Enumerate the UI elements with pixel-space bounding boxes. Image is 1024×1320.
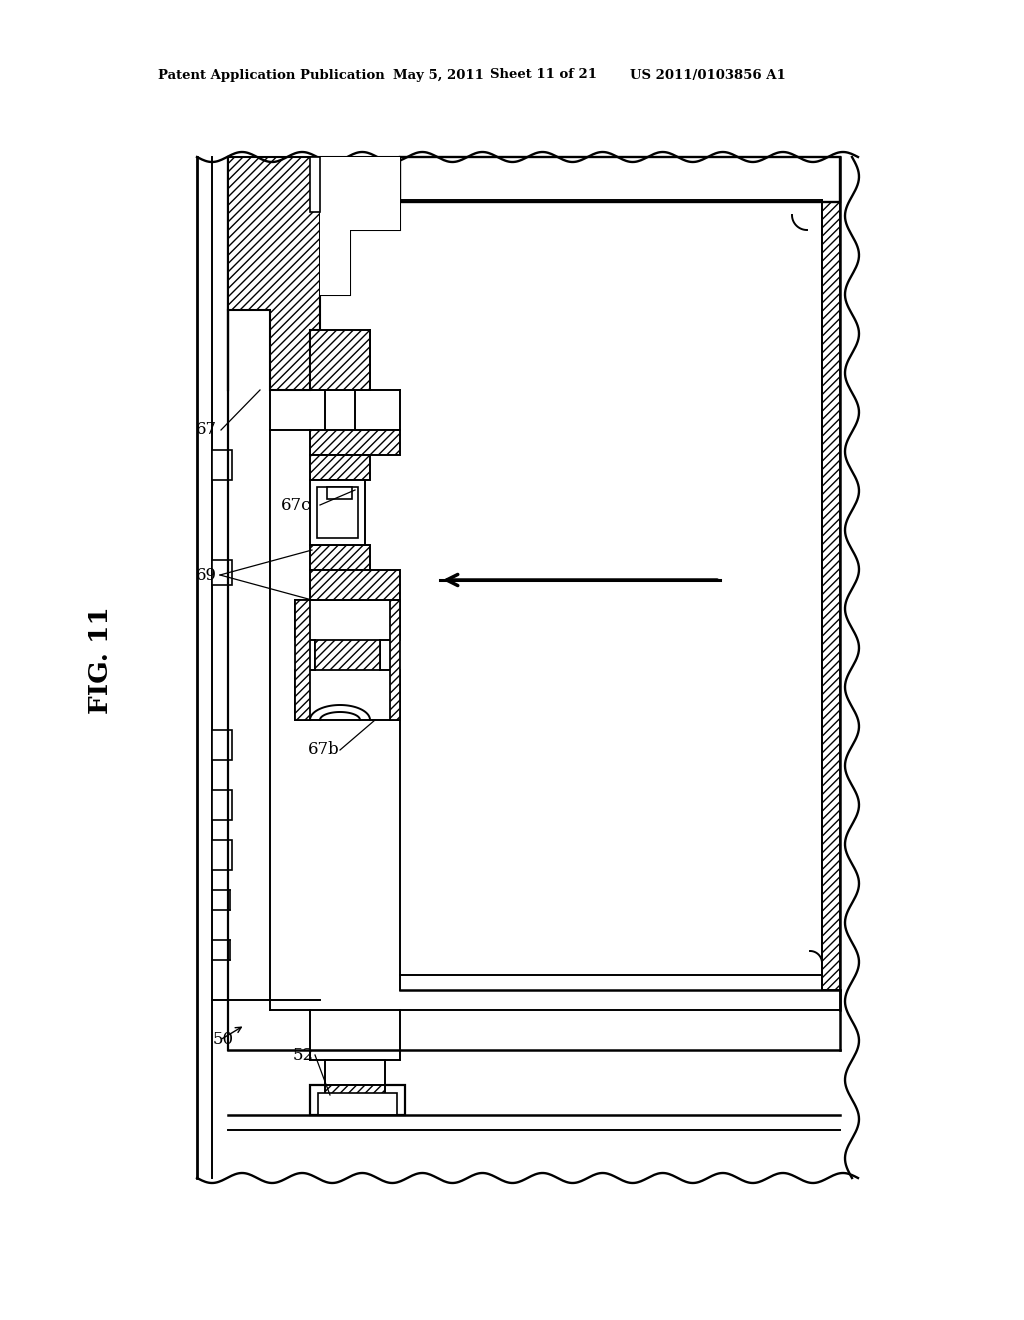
Polygon shape — [318, 1093, 397, 1115]
Polygon shape — [400, 157, 840, 202]
Text: 69: 69 — [196, 566, 217, 583]
Polygon shape — [212, 730, 232, 760]
Polygon shape — [310, 1085, 406, 1115]
Text: US 2011/0103856 A1: US 2011/0103856 A1 — [630, 69, 785, 82]
Text: 67b: 67b — [308, 742, 340, 759]
Polygon shape — [390, 601, 400, 719]
Polygon shape — [295, 601, 400, 719]
Text: Patent Application Publication: Patent Application Publication — [158, 69, 385, 82]
Polygon shape — [310, 157, 319, 213]
Polygon shape — [212, 560, 232, 585]
Polygon shape — [310, 455, 370, 480]
Polygon shape — [310, 545, 370, 570]
Polygon shape — [319, 157, 400, 294]
Text: 67c: 67c — [281, 496, 311, 513]
Polygon shape — [212, 450, 232, 480]
Polygon shape — [228, 157, 400, 389]
Text: Sheet 11 of 21: Sheet 11 of 21 — [490, 69, 597, 82]
Polygon shape — [212, 789, 232, 820]
Text: May 5, 2011: May 5, 2011 — [393, 69, 484, 82]
Polygon shape — [310, 480, 365, 545]
Polygon shape — [822, 201, 840, 990]
Text: 50: 50 — [213, 1031, 234, 1048]
Polygon shape — [310, 430, 400, 455]
Polygon shape — [315, 640, 380, 671]
Polygon shape — [212, 840, 232, 870]
Polygon shape — [327, 487, 352, 499]
Polygon shape — [325, 1085, 385, 1110]
Text: FIG. 11: FIG. 11 — [87, 606, 113, 714]
Polygon shape — [295, 601, 310, 719]
Polygon shape — [310, 330, 370, 389]
Text: 67: 67 — [196, 421, 217, 438]
Polygon shape — [317, 487, 358, 539]
Text: 52: 52 — [293, 1047, 314, 1064]
Polygon shape — [325, 1060, 385, 1085]
Polygon shape — [310, 570, 400, 601]
